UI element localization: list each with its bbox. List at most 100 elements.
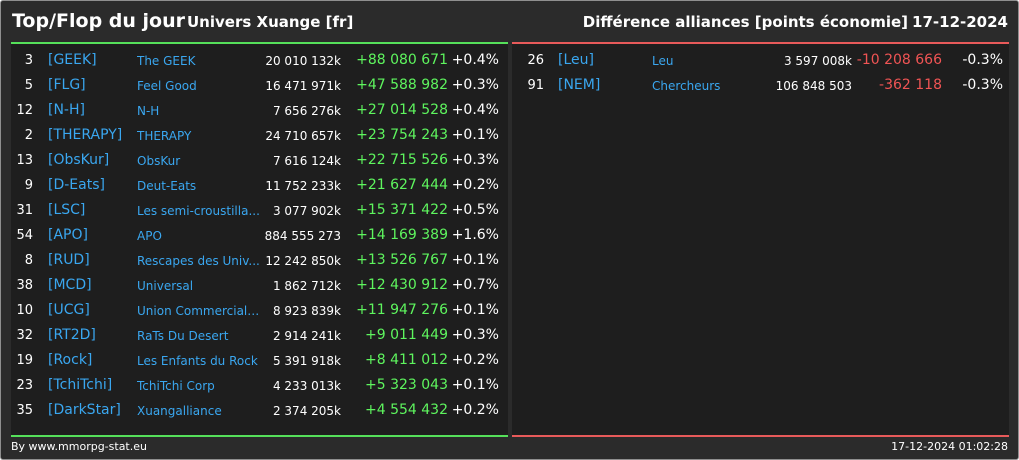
alliance-name-link[interactable]: Leu — [652, 54, 674, 68]
alliance-tag-link[interactable]: [APO] — [48, 227, 88, 243]
percent-change: +0.3% — [451, 327, 499, 343]
alliance-tag-link[interactable]: [RUD] — [48, 252, 90, 268]
alliance-rank: 54 — [16, 228, 33, 243]
alliance-name-link[interactable]: ObsKur — [137, 154, 181, 168]
alliance-name-link[interactable]: Xuangalliance — [137, 404, 222, 418]
alliance-name-link[interactable]: Deut-Eats — [137, 179, 197, 193]
alliance-points: 20 010 132k — [265, 54, 341, 68]
points-difference: +88 080 671 — [356, 52, 448, 68]
alliance-name-link[interactable]: Feel Good — [137, 79, 197, 93]
table-row: 32 [RT2D] RaTs Du Desert 2 914 241k +9 011 4… — [11, 324, 508, 349]
alliance-points: 2 914 241k — [272, 329, 341, 343]
alliance-rank: 10 — [16, 303, 33, 318]
alliance-rank: 31 — [16, 203, 33, 218]
percent-change: +0.1% — [451, 377, 499, 393]
alliance-points: 3 077 902k — [272, 204, 341, 218]
percent-change: +0.3% — [451, 77, 499, 93]
alliance-tag-link[interactable]: [THERAPY] — [48, 127, 123, 143]
alliance-rank: 9 — [24, 178, 33, 193]
points-difference: +21 627 444 — [356, 177, 448, 193]
alliance-name-link[interactable]: APO — [137, 229, 162, 243]
alliance-name-link[interactable]: TchiTchi Corp — [137, 379, 215, 393]
page-title: Top/Flop du jour — [12, 10, 185, 32]
header-date: 17-12-2024 — [912, 13, 1008, 31]
alliance-rank: 35 — [16, 403, 33, 418]
alliance-tag-link[interactable]: [UCG] — [48, 302, 90, 318]
alliance-points: 12 242 850k — [265, 254, 341, 268]
percent-change: +0.4% — [451, 52, 499, 68]
table-row: 8 [RUD] Rescapes des Univ... 12 242 850k +13… — [11, 249, 508, 274]
flop-panel: 26 [Leu] Leu 3 597 008k -10 208 666 -0.3% 91 [N… — [512, 42, 1009, 437]
alliance-points: 2 374 205k — [272, 404, 341, 418]
points-difference: +5 323 043 — [365, 377, 448, 393]
percent-change: +0.2% — [451, 177, 499, 193]
alliance-points: 7 616 124k — [272, 154, 341, 168]
alliance-tag-link[interactable]: [GEEK] — [48, 52, 97, 68]
alliance-tag-link[interactable]: [TchiTchi] — [48, 377, 113, 393]
alliance-tag-link[interactable]: [ObsKur] — [48, 152, 110, 168]
points-difference: +9 011 449 — [365, 327, 448, 343]
table-row: 2 [THERAPY] THERAPY 24 710 657k +23 754 243 +… — [11, 124, 508, 149]
table-row: 10 [UCG] Union Commerciale... 8 923 839k +11… — [11, 299, 508, 324]
alliance-name-link[interactable]: Rescapes des Univ... — [137, 254, 260, 268]
universe-label: Univers Xuange [fr] — [187, 13, 354, 31]
alliance-tag-link[interactable]: [NEM] — [558, 77, 601, 93]
alliance-points: 4 233 013k — [272, 379, 341, 393]
points-difference: -362 118 — [879, 77, 942, 93]
alliance-name-link[interactable]: The GEEK — [137, 54, 196, 68]
points-difference: +23 754 243 — [356, 127, 448, 143]
alliance-rank: 3 — [24, 53, 33, 68]
top-panel: 3 [GEEK] The GEEK 20 010 132k +88 080 671 +0.… — [11, 42, 508, 437]
points-difference: +14 169 389 — [356, 227, 448, 243]
alliance-name-link[interactable]: Union Commerciale... — [137, 304, 265, 318]
points-difference: +13 526 767 — [356, 252, 448, 268]
alliance-tag-link[interactable]: [Rock] — [48, 352, 93, 368]
table-row: 23 [TchiTchi] TchiTchi Corp 4 233 013k +5 32… — [11, 374, 508, 399]
table-row: 19 [Rock] Les Enfants du Rock 5 391 918k +8 … — [11, 349, 508, 374]
alliance-name-link[interactable]: RaTs Du Desert — [137, 329, 229, 343]
points-difference: +27 014 528 — [356, 102, 448, 118]
table-row: 26 [Leu] Leu 3 597 008k -10 208 666 -0.3% — [512, 49, 1009, 74]
alliance-name-link[interactable]: N-H — [137, 104, 160, 118]
alliance-points: 3 597 008k — [783, 54, 852, 68]
alliance-rank: 32 — [16, 328, 33, 343]
points-difference: +12 430 912 — [356, 277, 448, 293]
alliance-tag-link[interactable]: [DarkStar] — [48, 402, 121, 418]
table-row: 5 [FLG] Feel Good 16 471 971k +47 588 982 +0.… — [11, 74, 508, 99]
table-row: 31 [LSC] Les semi-croustilla... 3 077 902k +… — [11, 199, 508, 224]
alliance-points: 8 923 839k — [272, 304, 341, 318]
percent-change: +0.7% — [451, 277, 499, 293]
alliance-tag-link[interactable]: [MCD] — [48, 277, 92, 293]
table-row: 13 [ObsKur] ObsKur 7 616 124k +22 715 526 +0.… — [11, 149, 508, 174]
alliance-points: 106 848 503 — [775, 79, 852, 93]
alliance-tag-link[interactable]: [LSC] — [48, 202, 86, 218]
alliance-points: 884 555 273 — [264, 229, 341, 243]
alliance-points: 11 752 233k — [265, 179, 341, 193]
alliance-tag-link[interactable]: [N-H] — [48, 102, 85, 118]
percent-change: +1.6% — [451, 227, 499, 243]
alliance-rank: 91 — [527, 78, 544, 93]
points-difference: +22 715 526 — [356, 152, 448, 168]
alliance-tag-link[interactable]: [RT2D] — [48, 327, 96, 343]
alliance-name-link[interactable]: Chercheurs — [652, 79, 721, 93]
alliance-name-link[interactable]: Universal — [137, 279, 194, 293]
alliance-tag-link[interactable]: [Leu] — [558, 52, 594, 68]
table-row: 12 [N-H] N-H 7 656 276k +27 014 528 +0.4% — [11, 99, 508, 124]
table-row: 54 [APO] APO 884 555 273 +14 169 389 +1.6% — [11, 224, 508, 249]
table-row: 35 [DarkStar] Xuangalliance 2 374 205k +4 55… — [11, 399, 508, 424]
points-difference: +15 371 422 — [356, 202, 448, 218]
alliance-tag-link[interactable]: [FLG] — [48, 77, 86, 93]
percent-change: +0.1% — [451, 252, 499, 268]
alliance-name-link[interactable]: THERAPY — [137, 129, 192, 143]
alliance-name-link[interactable]: Les semi-croustilla... — [137, 204, 260, 218]
alliance-rank: 38 — [16, 278, 33, 293]
alliance-rank: 19 — [16, 353, 33, 368]
points-difference: -10 208 666 — [856, 52, 942, 68]
metric-label: Différence alliances [points économie] — [582, 13, 908, 31]
alliance-points: 1 862 712k — [272, 279, 341, 293]
alliance-tag-link[interactable]: [D-Eats] — [48, 177, 105, 193]
points-difference: +4 554 432 — [365, 402, 448, 418]
alliance-name-link[interactable]: Les Enfants du Rock — [137, 354, 258, 368]
footer-credit: By www.mmorpg-stat.eu — [11, 440, 147, 453]
